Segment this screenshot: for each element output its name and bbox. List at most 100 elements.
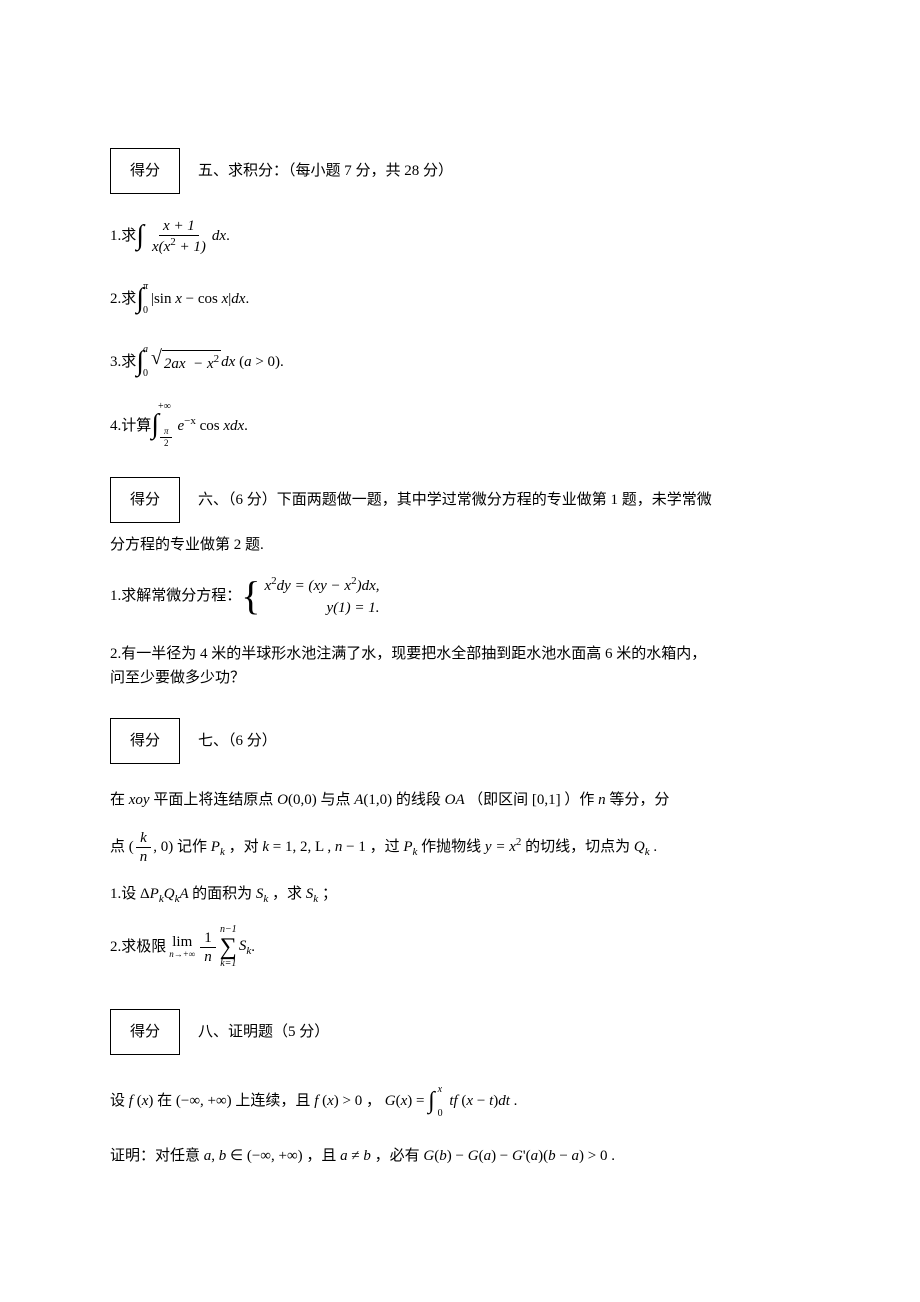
q1-den: x(x2 + 1) [148,236,210,256]
s6-q2-line1: 2.有一半径为 4 米的半球形水池注满了水，现要把水全部抽到距水池水面高 6 米… [110,642,810,666]
sum-lower: k=1 [220,959,236,969]
q3-dx: dx [221,350,235,374]
s7-point-suffix: , 0) [153,839,173,855]
s7-origin: O [277,792,288,808]
s6-q1: 1.求解常微分方程： { x2dy = (xy − x2)dx, y(1) = … [110,573,810,620]
q4-prefix: 4.计算 [110,414,151,438]
s5-q2: 2.求 ∫ π 0 |sin x − cos x| dx . [110,277,810,322]
q4-lower: π 2 [158,426,175,449]
s8-conclusion: G [423,1148,434,1164]
q4-upper: +∞ [158,402,175,412]
s7-p1-b: 平面上将连结原点 [153,792,273,808]
s7-q1-b: 的面积为 [192,886,252,902]
s8-p2-c: ，必有 [375,1148,420,1164]
s7-Sk2: Sk [306,886,322,902]
integral-sign: ∫ [428,1075,435,1128]
s7-p2-f: 的切线，切点为 [525,839,630,855]
lim-under: n→+∞ [169,950,195,960]
s7-krange: k [262,839,272,855]
s8-period: . [514,1093,518,1109]
q2-prefix: 2.求 [110,287,136,311]
s7-p2-a: 点 [110,839,125,855]
s7-frac-den: n [136,848,152,866]
score-box: 得分 [110,1009,180,1055]
s7-point-frac: k n [136,829,152,866]
q4-suffix: . [244,414,248,438]
q1-suffix: . [226,224,230,248]
integral-sign: ∫ [136,214,144,259]
s8-int-body: tf [449,1093,461,1109]
score-box: 得分 [110,718,180,764]
section-6-header: 得分 六、（6 分）下面两题做一题，其中学过常微分方程的专业做第 1 题，未学常… [110,477,810,523]
s7-segment: OA [445,792,468,808]
s7-Sk: Sk [256,886,272,902]
s8-fx: f [129,1093,137,1109]
s7-q2-a: 2.求极限 [110,935,166,959]
s8-p2-a: 证明：对任意 [110,1148,200,1164]
s7-Pk: Pk [211,839,229,855]
q1-fraction: x + 1 x(x2 + 1) [148,217,210,256]
q4-lower-num: π [160,426,173,438]
s7-p1-g: 等分，分 [609,792,669,808]
s7-p2-d: ，过 [370,839,400,855]
score-box: 得分 [110,148,180,194]
q4-xdx: xdx [223,414,244,438]
q2-body: |sin x − cos x| [151,287,231,311]
section-6-title-cont: 分方程的专业做第 2 题. [110,533,810,557]
s7-Qk: Qk [634,839,653,855]
s8-int-limits: x 0 [438,1085,443,1119]
q3-prefix: 3.求 [110,350,136,374]
s7-q2: 2.求极限 lim n→+∞ 1 n n−1 ∑ k=1 Sk . [110,925,810,969]
s8-cond: f [314,1093,322,1109]
sqrt-sign: √ [151,348,162,368]
s5-q4: 4.计算 ∫ +∞ π 2 e−x cos xdx . [110,402,810,449]
s7-interval: [0,1] [532,792,561,808]
s7-p2-b: 记作 [177,839,207,855]
s7-p2: 点 ( k n , 0) 记作 Pk ，对 k = 1, 2, L , n − … [110,829,810,866]
s7-p1-f: ）作 [564,792,594,808]
integral-sign: ∫ [151,403,159,448]
s8-p1-b: 在 [157,1093,172,1109]
brace-content: x2dy = (xy − x2)dx, y(1) = 1. [264,573,379,620]
s8-p2-b: ，且 [306,1148,336,1164]
s6-q1-eq2: y(1) = 1. [264,597,379,620]
s7-point-paren: ( [129,839,134,855]
s7-p2-e: 作抛物线 [421,839,481,855]
q2-suffix: . [245,287,249,311]
s6-q1-eq1: x2dy = (xy − x2)dx, [264,573,379,598]
q4-cos: cos [196,414,224,438]
s8-lower: 0 [438,1109,443,1119]
integral-sign: ∫ [136,340,144,385]
q4-limits: +∞ π 2 [158,402,175,449]
section-5-title: 五、求积分：（每小题 7 分，共 28 分） [198,159,453,183]
s8-p2: 证明：对任意 a, b ∈ (−∞, +∞) ，且 a ≠ b ，必有 G(b)… [110,1140,810,1173]
score-box: 得分 [110,477,180,523]
section-8-title: 八、证明题（5 分） [198,1020,329,1044]
s6-q2: 2.有一半径为 4 米的半球形水池注满了水，现要把水全部抽到距水池水面高 6 米… [110,642,810,690]
s7-q1-c: ，求 [272,886,302,902]
q1-dx: dx [212,224,226,248]
s7-Pk2: Pk [403,839,421,855]
s6-q2-line2: 问至少要做多少功？ [110,666,810,690]
section-8-header: 得分 八、证明题（5 分） [110,1009,810,1055]
s7-triangle: Δ [140,886,150,902]
q3-suffix: . [280,350,284,374]
q3-cond: (a > 0) [235,350,280,374]
q3-sqrt: √ 2ax − x2 [151,348,221,376]
one-num: 1 [200,929,216,948]
section-6-title: 六、（6 分）下面两题做一题，其中学过常微分方程的专业做第 1 题，未学常微 [198,488,712,512]
n-den: n [200,948,216,966]
sigma-icon: ∑ [220,935,237,959]
s5-q3: 3.求 ∫ a 0 √ 2ax − x2 dx (a > 0) . [110,340,810,385]
s7-Sk3: Sk [239,934,251,961]
lim-text: lim [172,934,192,951]
s7-one-over-n: 1 n [200,929,216,966]
s7-p1-e: （即区间 [468,792,528,808]
section-5-header: 得分 五、求积分：（每小题 7 分，共 28 分） [110,148,810,194]
s7-p1: 在 xoy 平面上将连结原点 O(0,0) 与点 A(1,0) 的线段 OA （… [110,784,810,817]
s7-p1-d: 的线段 [396,792,441,808]
s7-p1-c: 与点 [320,792,350,808]
s8-neq: a [340,1148,351,1164]
brace-icon: { [241,576,260,616]
s7-pointA: A [354,792,363,808]
